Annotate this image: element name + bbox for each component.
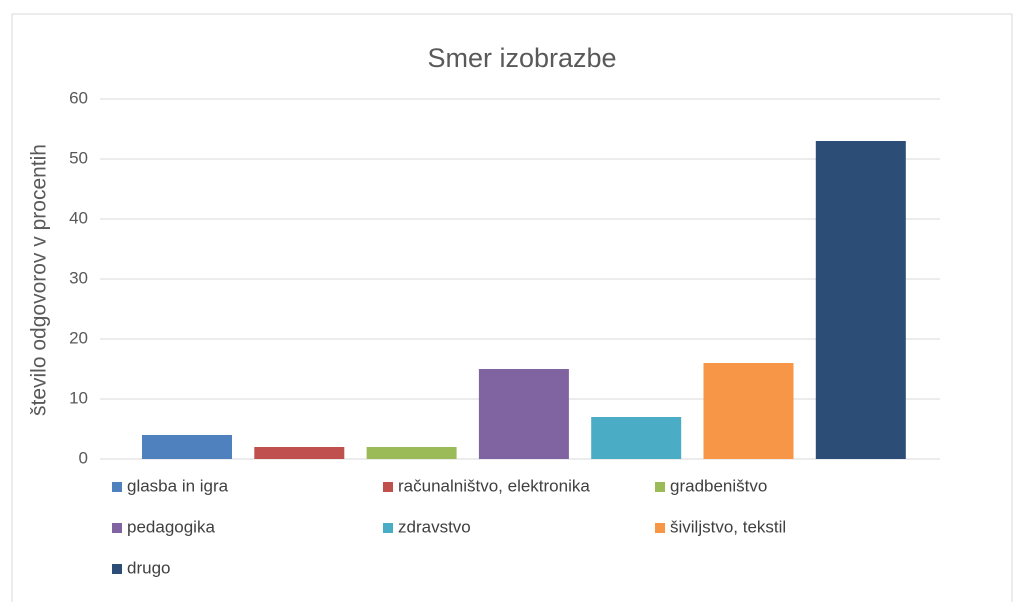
legend-swatch: [383, 482, 393, 492]
y-tick-label: 20: [69, 328, 88, 347]
y-tick-label: 30: [69, 268, 88, 287]
legend-swatch: [112, 523, 122, 533]
chart-title: Smer izobrazbe: [427, 43, 616, 73]
legend-label: glasba in igra: [127, 476, 229, 495]
legend-swatch: [655, 482, 665, 492]
legend-swatch: [112, 482, 122, 492]
legend-label: računalništvo, elektronika: [398, 476, 590, 495]
legend-swatch: [383, 523, 393, 533]
y-tick-label: 0: [79, 448, 88, 467]
bar: [254, 447, 345, 459]
bar: [366, 447, 457, 459]
legend-label: pedagogika: [127, 517, 215, 536]
bar: [591, 417, 682, 459]
legend-label: zdravstvo: [398, 517, 471, 536]
legend-label: drugo: [127, 558, 170, 577]
bar: [815, 141, 906, 459]
bar: [142, 435, 232, 459]
y-tick-label: 10: [69, 388, 88, 407]
legend-swatch: [655, 523, 665, 533]
y-tick-label: 50: [69, 148, 88, 167]
y-axis-label: število odgovorov v procentih: [28, 144, 51, 416]
bar: [478, 369, 569, 459]
legend-label: šiviljstvo, tekstil: [670, 517, 786, 536]
legend-label: gradbeništvo: [670, 476, 767, 495]
y-tick-label: 40: [69, 208, 88, 227]
bar: [703, 363, 794, 459]
y-tick-label: 60: [69, 88, 88, 107]
legend-swatch: [112, 564, 122, 574]
